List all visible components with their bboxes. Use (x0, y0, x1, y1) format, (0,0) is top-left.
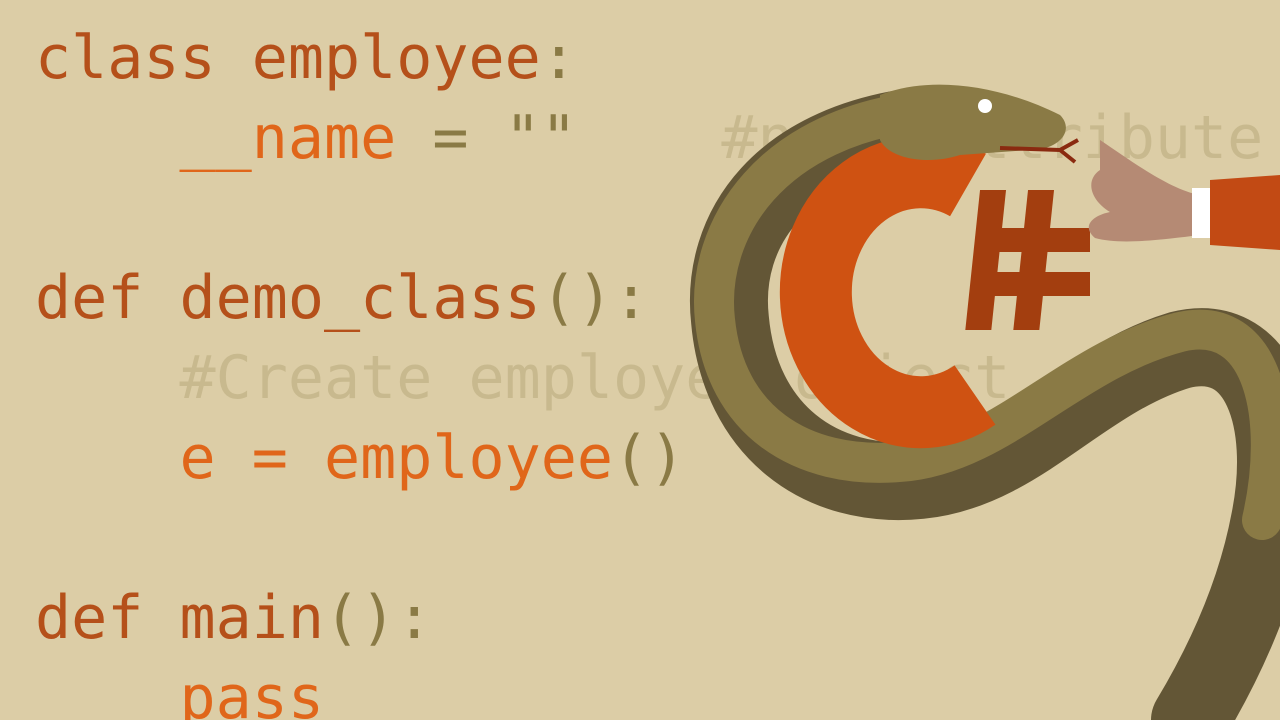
hand (1088, 140, 1200, 242)
hash-symbol (965, 190, 1090, 330)
snake-eye (978, 99, 992, 113)
code-token: : (396, 583, 432, 653)
code-line: __name = "" #name attribute (35, 103, 1263, 173)
snake-illustration (690, 84, 1280, 720)
code-token: = "" (396, 103, 577, 173)
snake-body (694, 90, 1280, 540)
code-token: : (541, 23, 577, 93)
code-line: def demo_class(): (35, 263, 649, 333)
code-line: e = employee() (35, 423, 685, 493)
snake-head (880, 84, 1066, 160)
code-token: class employee (35, 23, 541, 93)
code-token: def main (35, 583, 324, 653)
code-token: e = employee (35, 423, 613, 493)
c-letter (779, 136, 996, 449)
code-line: pass (35, 663, 324, 720)
code-line: def main(): (35, 583, 432, 653)
code-token: def demo_class (35, 263, 541, 333)
shirt-cuff (1192, 188, 1210, 238)
sleeve (1210, 175, 1280, 250)
code-token: __name (35, 103, 396, 173)
code-token: pass (35, 663, 324, 720)
code-token: () (541, 263, 613, 333)
code-token: () (613, 423, 685, 493)
code-line: class employee: (35, 23, 577, 93)
snake-tongue (999, 138, 1079, 164)
code-token: : (613, 263, 649, 333)
code-token: () (324, 583, 396, 653)
code-block: class employee: __name = "" #name attrib… (35, 23, 1263, 720)
